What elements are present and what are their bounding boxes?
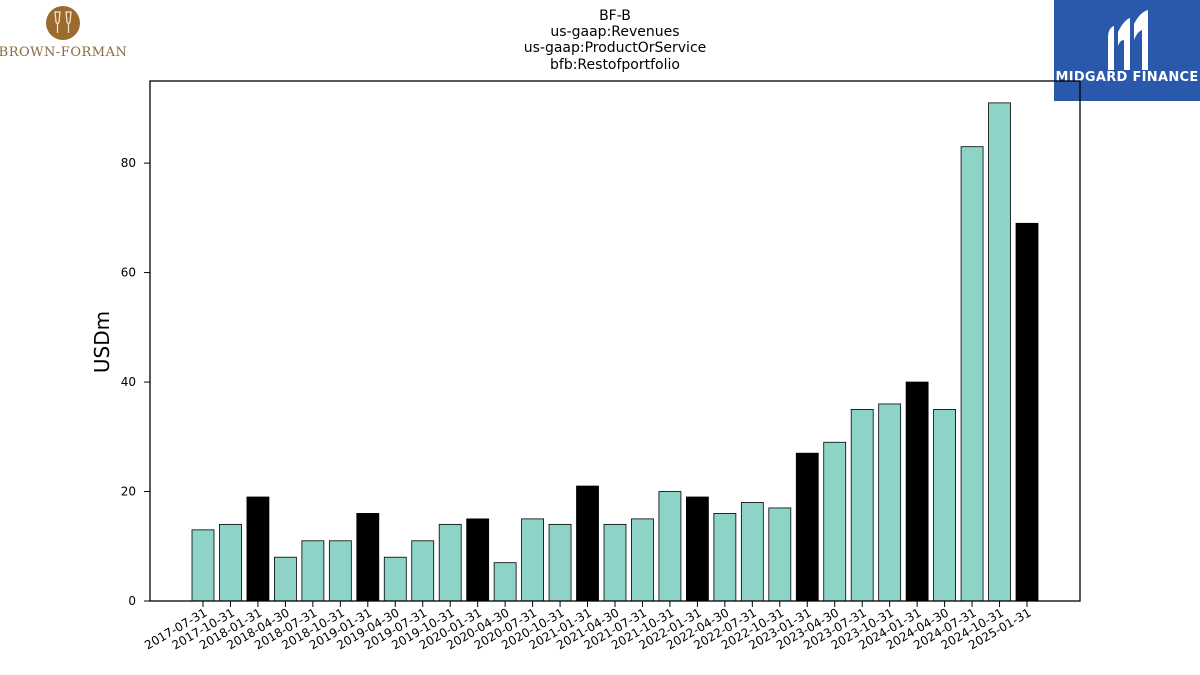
bar-2018-04-30 [273,556,297,602]
bar-2022-01-31 [686,496,709,602]
brand-name-right: MIDGARD FINANCE [1055,70,1198,85]
bar-2020-10-31 [548,523,572,602]
bar-2019-04-30 [383,556,407,602]
bar-2017-10-31 [219,523,242,602]
bar-2024-04-30 [933,409,956,602]
bar-2019-10-31 [438,523,462,602]
bar-2021-04-30 [603,523,627,602]
bar-2019-07-31 [411,540,435,602]
y-axis-label: USDm [90,311,114,373]
chart-title: BF-B us-gaap:Revenues us-gaap:ProductOrS… [524,8,707,73]
bar-2020-01-31 [466,518,490,602]
x-axis-ticks: 2017-07-312017-10-312018-01-312018-04-30… [142,601,1034,652]
midgard-finance-logo: MIDGARD FINANCE [1054,0,1200,101]
midgard-m-icon [1108,10,1148,70]
y-tick-label: 40 [121,375,136,389]
y-tick-label: 60 [121,266,136,280]
title-line-2: us-gaap:Revenues [550,24,679,40]
bar-2023-04-30 [823,441,847,602]
brand-name-left: BROWN-FORMAN [0,45,127,60]
bar-2023-07-31 [850,409,874,602]
bar-2023-10-31 [878,403,902,602]
title-line-1: BF-B [599,8,631,24]
bar-2017-07-31 [191,529,215,602]
bar-2025-01-31 [1015,222,1039,602]
y-tick-label: 20 [121,485,136,499]
y-tick-label: 0 [128,594,136,608]
bars-group [191,102,1039,602]
bar-2018-01-31 [246,496,270,602]
bar-2021-01-31 [576,485,599,602]
bar-2022-10-31 [768,507,792,602]
bar-2024-01-31 [905,381,929,602]
title-line-3: us-gaap:ProductOrService [524,40,707,56]
y-tick-label: 80 [121,156,136,170]
bar-2024-10-31 [988,102,1011,602]
bar-2023-01-31 [795,452,819,602]
bar-2021-10-31 [658,491,682,602]
bar-2019-01-31 [356,513,380,602]
bar-2020-04-30 [493,562,517,602]
wine-glasses-icon [46,6,80,40]
plot-frame [149,80,1081,602]
bar-2022-07-31 [740,502,764,602]
bar-2024-07-31 [960,146,984,602]
y-axis-ticks: 0 20 40 60 80 [121,156,150,608]
bar-2020-07-31 [521,518,544,602]
bar-2018-10-31 [328,540,352,602]
bar-2022-04-30 [713,513,737,602]
bar-2018-07-31 [301,540,325,602]
title-line-4: bfb:Restofportfolio [550,57,680,73]
brown-forman-logo: BROWN-FORMAN [0,6,127,60]
bar-2021-07-31 [631,518,654,602]
